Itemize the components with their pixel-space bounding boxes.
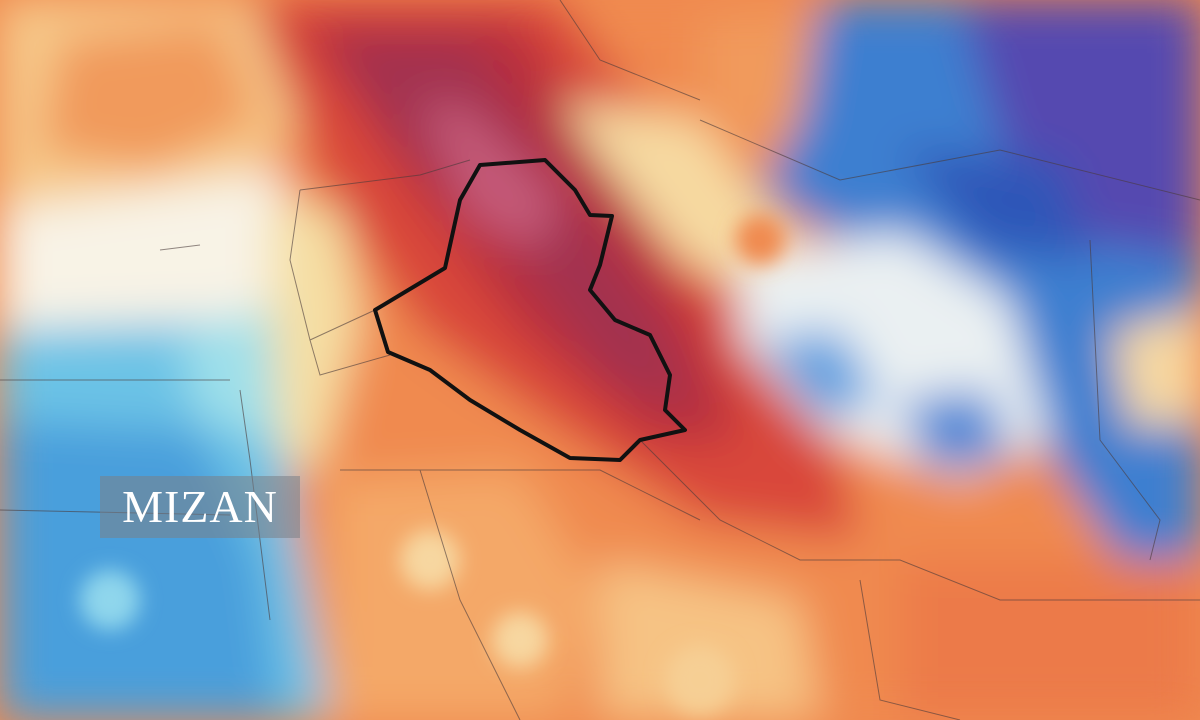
watermark: MIZAN — [122, 481, 278, 532]
iraq-border — [373, 158, 687, 462]
watermark-box — [100, 476, 300, 538]
detail-patches — [80, 215, 785, 715]
